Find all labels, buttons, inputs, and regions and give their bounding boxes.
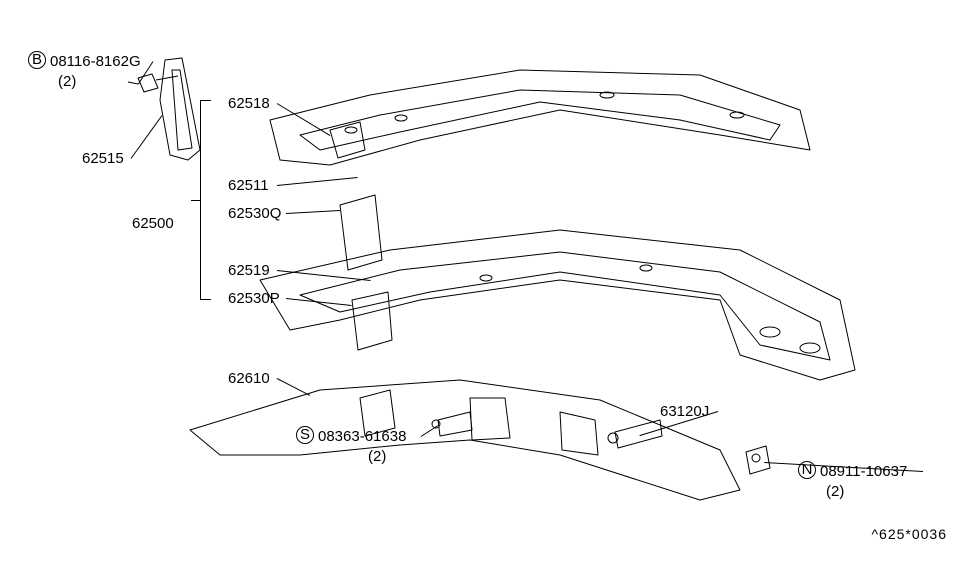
bolt-B-head <box>128 74 178 92</box>
hole-u4 <box>730 112 744 118</box>
hole-l3 <box>640 265 652 271</box>
screw-S-qty: (2) <box>368 448 386 465</box>
diagram-canvas: B08116-8162G (2) 62515 62518 62500 62511 62530… <box>0 0 975 566</box>
hole-l2 <box>800 343 820 353</box>
ref-62519-label: 62519 <box>228 262 270 279</box>
apron-bracket3 <box>560 412 598 455</box>
ref-62610-label: 62610 <box>228 370 270 387</box>
screw-S-marker: S <box>296 426 314 444</box>
bolt-63120J <box>608 420 662 448</box>
ref-63120J-label: 63120J <box>660 403 709 420</box>
ref-62515-label: 62515 <box>82 150 124 167</box>
brace-62500 <box>200 100 201 300</box>
diagram-code: ^625*0036 <box>871 526 947 542</box>
hole-l4 <box>480 275 492 281</box>
hole-l1 <box>760 327 780 337</box>
stay-left-62515 <box>160 58 200 160</box>
ref-62511-label: 62511 <box>228 177 269 194</box>
nut-N-shape <box>746 446 770 474</box>
bolt-B-label: 08116-8162G <box>50 53 141 70</box>
screw-S-shape <box>432 412 472 436</box>
ref-62530P-label: 62530P <box>228 290 280 307</box>
apron-62610 <box>190 380 740 500</box>
hole-u2 <box>395 115 407 121</box>
side-62530P <box>352 292 392 350</box>
ref-62530Q-label: 62530Q <box>228 205 281 222</box>
parts-illustration <box>0 0 975 566</box>
nut-N-qty: (2) <box>826 483 844 500</box>
upper-support-inner <box>300 90 780 150</box>
ref-62518-label: 62518 <box>228 95 270 112</box>
screw-S-label: 08363-61638 <box>318 428 406 445</box>
apron-bracket2 <box>470 398 510 440</box>
ref-62500-label: 62500 <box>132 215 174 232</box>
upper-support-62511 <box>270 70 810 165</box>
side-62530Q <box>340 195 382 270</box>
bolt-B-marker: B <box>28 51 46 69</box>
hole-u1 <box>345 127 357 133</box>
bolt-B-qty: (2) <box>58 73 76 90</box>
